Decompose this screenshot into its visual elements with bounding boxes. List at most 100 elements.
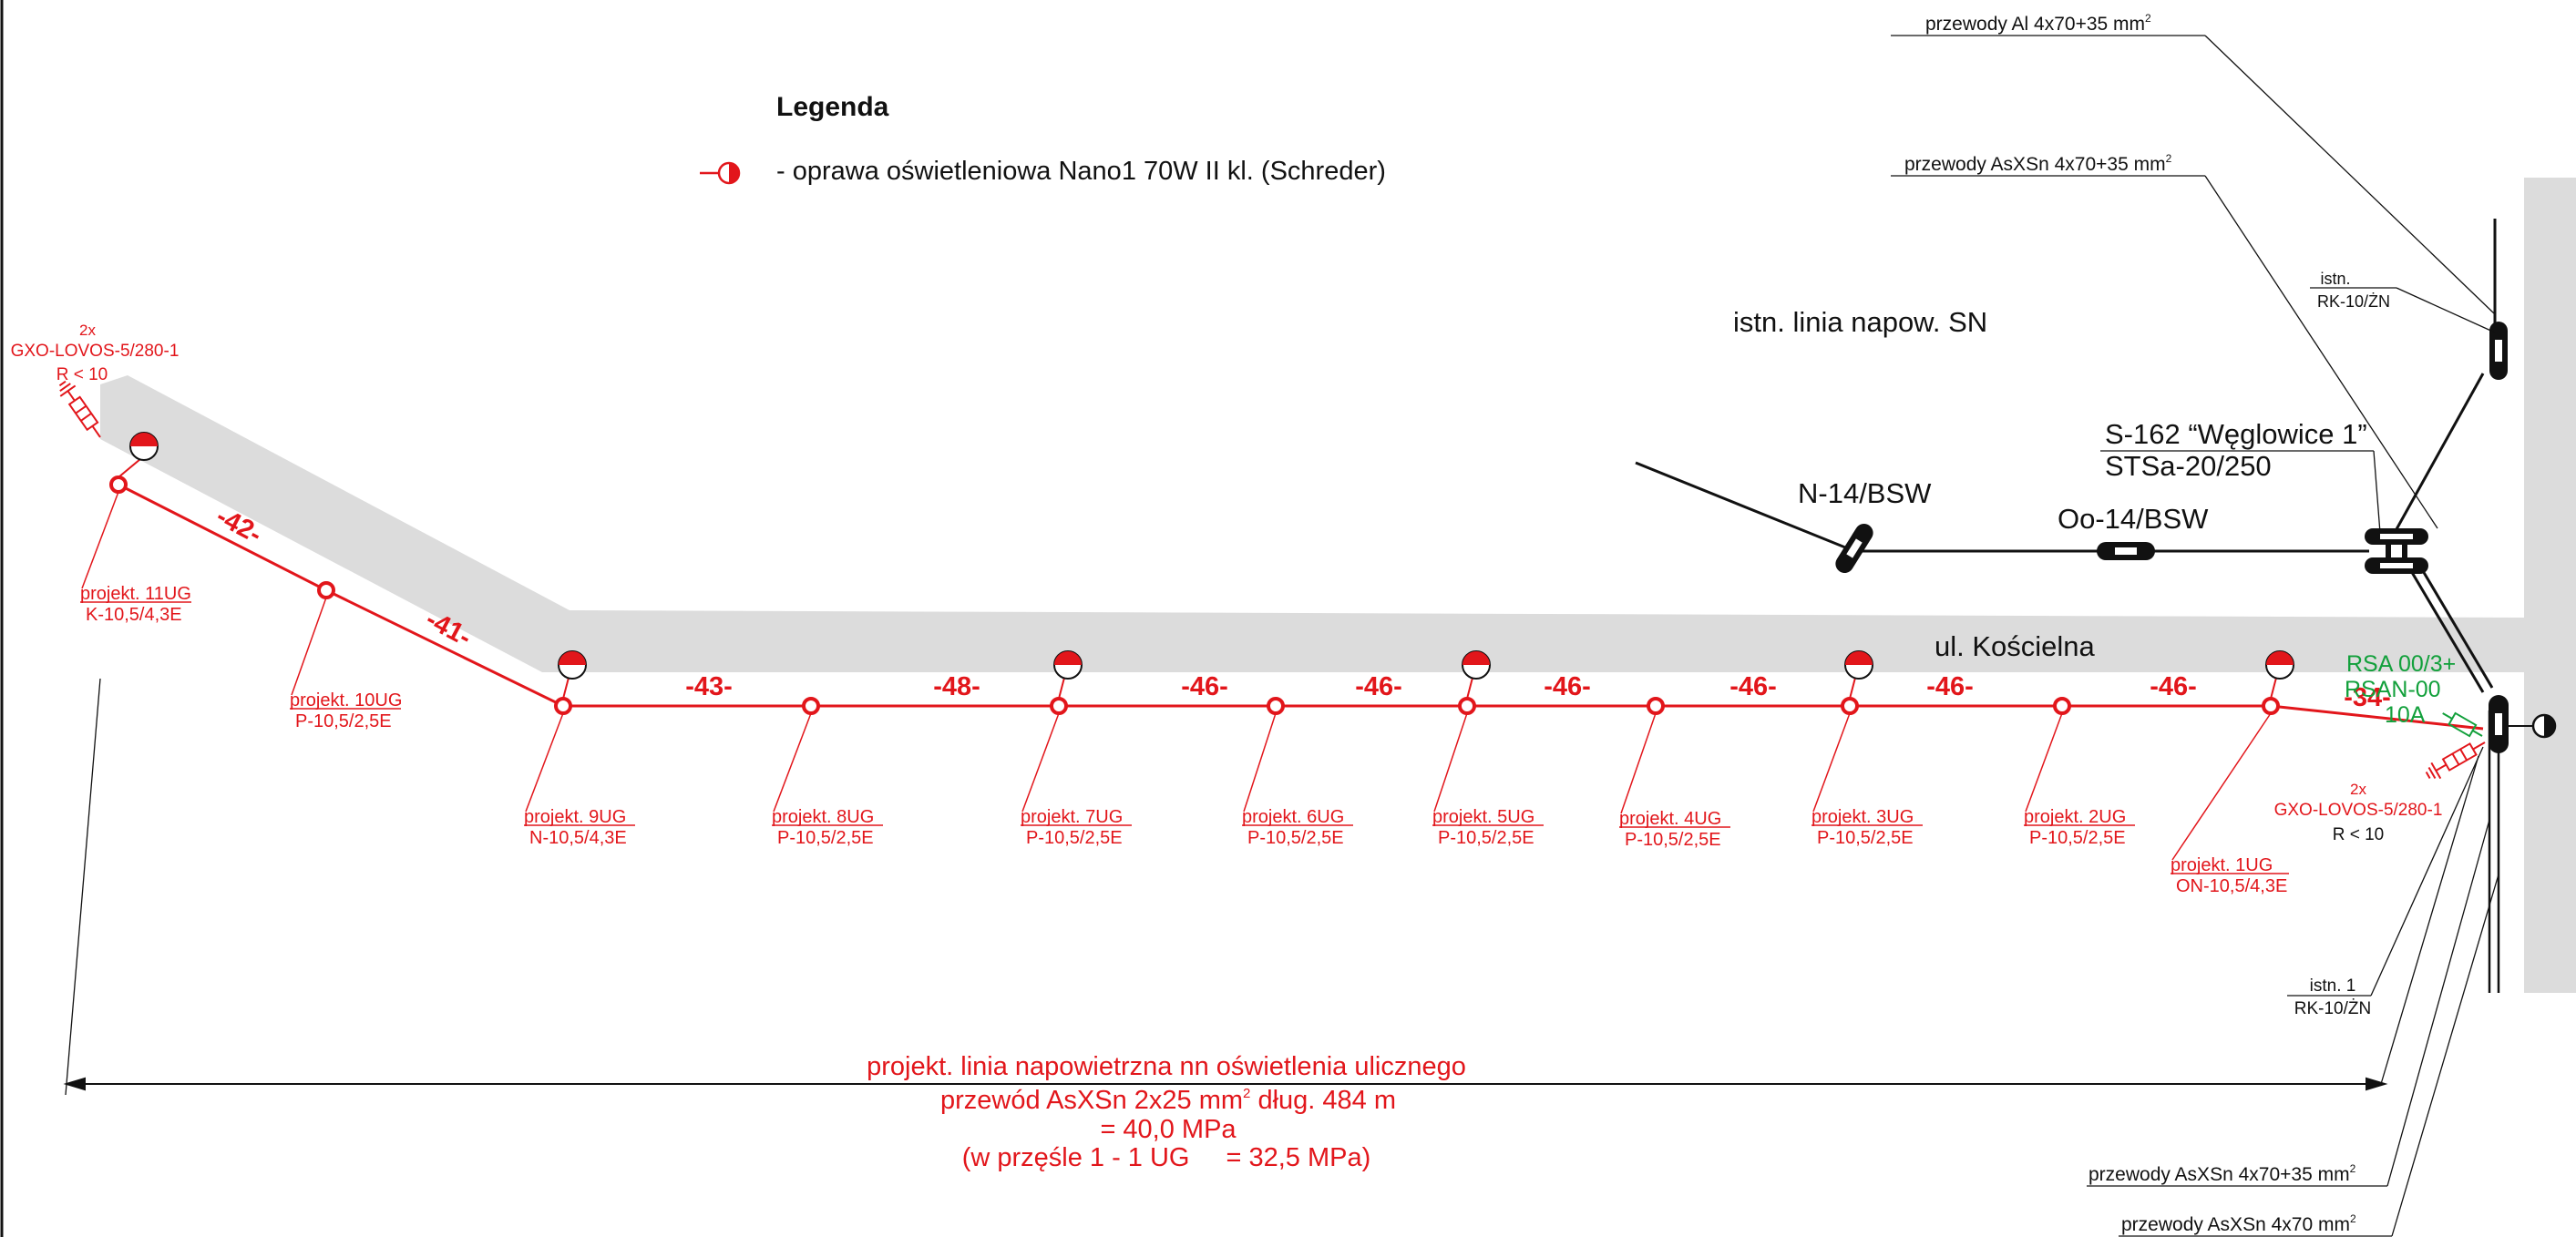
grounding-symbol-right [2425,741,2486,780]
label-gxo-left-1: 2x [79,322,96,339]
label-gxo-left-3: R < 10 [56,365,108,384]
existing-pole-symbols [1835,322,2509,753]
pole-name-label: projekt. 2UG [2024,807,2126,827]
span-length-label: -34- [2344,683,2391,712]
pole-leader-line [1620,712,1657,814]
pole-leader-line [1812,712,1851,813]
pole-marker [317,581,335,599]
desc-line-3: = 40,0 MPa [1100,1115,1237,1144]
pole-name-label: projekt. 1UG [2171,855,2273,875]
lamp-arm [118,458,141,478]
pole-type-label: P-10,5/2,5E [1247,828,1344,848]
lamp-icon-fill [1054,651,1082,665]
pole-marker [1458,697,1476,715]
lamp-arm [1466,677,1473,700]
lamp-icon-fill [2266,651,2294,665]
span-length-label: -46- [1355,672,1402,701]
pole-marker [109,475,128,494]
pole-type-label: P-10,5/2,5E [1625,830,1721,850]
pole-name-label: projekt. 8UG [772,807,874,827]
pole-type-label: P-10,5/2,5E [2029,828,2126,848]
label-station-type: STSa-20/250 [2105,450,2272,482]
legend-lamp-desc: - oprawa oświetleniowa Nano1 70W II kl. … [776,157,1386,186]
grounding-symbol-left [58,380,101,438]
pole-marker [1267,697,1285,715]
label-rsa-1: RSA 00/3+ [2346,651,2456,677]
label-station-name: S-162 “Węglowice 1” [2105,418,2367,450]
lamp-arm [1058,677,1065,700]
pole-type-label: P-10,5/2,5E [1026,828,1123,848]
lamp-icon-fill [1845,651,1873,665]
span-length-label: -48- [933,672,980,701]
pole-leader-line [773,712,812,813]
leader-lines-black [65,35,2499,1237]
label-istn-top-2: RK-10/ŻN [2317,292,2390,311]
desc-line-1: projekt. linia napowietrzna nn oświetlen… [867,1052,1466,1081]
label-istn1-1: istn. 1 [2310,976,2356,996]
span-length-label: -46- [1729,672,1777,701]
pole-marker [802,697,820,715]
lamp-icon-fill [1462,651,1490,665]
pole-leader-line [1433,712,1468,813]
pole-name-label: projekt. 4UG [1619,809,1721,829]
label-gxo-right-1: 2x [2350,781,2366,798]
fuse-symbol-green [2442,711,2483,738]
label-istn1-2: RK-10/ŻN [2294,999,2371,1018]
pole-type-label: ON-10,5/4,3E [2176,876,2287,896]
pole-marker [2262,697,2280,715]
lamp-arm [2270,677,2277,700]
pole-leader-line [2171,712,2272,861]
pole-leader-line [525,712,564,813]
desc-line-4: (w przęśle 1 - 1 UG = 32,5 MPa) [962,1143,1371,1172]
pole-type-label: P-10,5/2,5E [1438,828,1534,848]
label-al-wires: przewody Al 4x70+35 mm2 [1925,12,2151,35]
lamp-icon-fill [559,651,586,665]
label-asxsn-wires-top: przewody AsXSn 4x70+35 mm2 [1904,152,2172,175]
label-istn-line: istn. linia napow. SN [1733,306,1987,338]
pole-leader-line [291,597,327,696]
pole-leader-line [81,491,119,589]
pole-marker [1050,697,1068,715]
lamp-arm [562,677,570,700]
pole-leader-line [2025,712,2063,813]
pole-name-label: projekt. 5UG [1432,807,1534,827]
pole-name-label: projekt. 3UG [1811,807,1914,827]
legend-title: Legenda [776,92,889,122]
pole-leader-line [1021,712,1060,813]
label-rsa-3: 10A [2385,702,2426,728]
label-gxo-right-2: GXO-LOVOS-5/280-1 [2274,801,2443,820]
dimension-line [63,1077,2388,1091]
lamp-icon-fill [130,433,158,446]
pole-marker [2053,697,2071,715]
span-length-label: -46- [1181,672,1228,701]
pole-name-label: projekt. 11UG [80,584,191,604]
label-n14: N-14/BSW [1798,477,1932,509]
pole-name-label: projekt. 9UG [524,807,626,827]
pole-marker [554,697,572,715]
label-istn-top-1: istn. [2320,270,2350,288]
desc-line-2: przewód AsXSn 2x25 mm2 dług. 484 m [940,1086,1396,1115]
pole-type-label: P-10,5/2,5E [295,711,392,731]
pole-type-label: P-10,5/2,5E [777,828,874,848]
label-rsa-2: RSAN-00 [2345,677,2441,702]
label-bottom-wires-1: przewody AsXSn 4x70+35 mm2 [2089,1162,2356,1185]
pole-type-label: P-10,5/2,5E [1817,828,1914,848]
span-length-label: -43- [685,672,733,701]
lamp-arm [1849,677,1856,700]
label-gxo-left-2: GXO-LOVOS-5/280-1 [11,342,180,361]
pole-type-label: K-10,5/4,3E [86,605,182,625]
pole-name-label: projekt. 7UG [1021,807,1123,827]
label-bottom-wires-2: przewody AsXSn 4x70 mm2 [2121,1212,2356,1235]
label-gxo-right-3: R < 10 [2333,825,2385,844]
road-main-vertical [2524,178,2576,993]
lamp-symbol-end-pole [2508,713,2557,739]
